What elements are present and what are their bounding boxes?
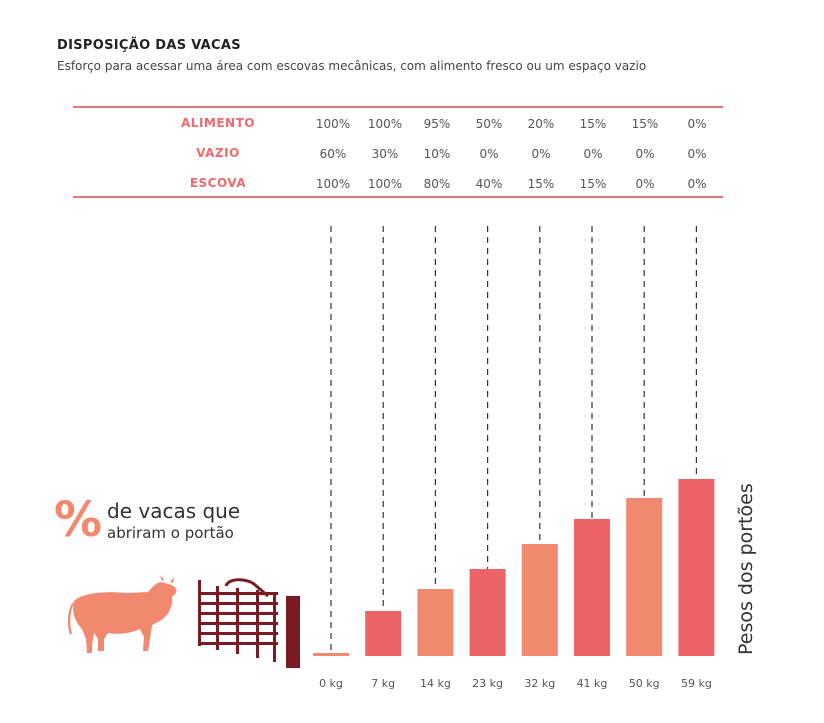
table-cell: 30% bbox=[371, 147, 399, 161]
table-cell: 15% bbox=[579, 177, 607, 191]
x-tick-label: 50 kg bbox=[629, 677, 660, 690]
table-cell: 100% bbox=[367, 177, 403, 191]
table-cell: 0% bbox=[531, 147, 551, 161]
x-tick-label: 0 kg bbox=[319, 677, 343, 690]
chart-subtitle: Esforço para acessar uma área com escova… bbox=[57, 59, 647, 73]
table-cell: 10% bbox=[423, 147, 451, 161]
bar bbox=[313, 653, 349, 656]
bar bbox=[365, 611, 402, 656]
table-cell: 0% bbox=[583, 147, 603, 161]
table-cell: 0% bbox=[635, 177, 655, 191]
gate-icon bbox=[198, 578, 300, 668]
cow-icon bbox=[67, 575, 177, 653]
table-cell: 50% bbox=[475, 117, 503, 131]
bar bbox=[574, 519, 610, 656]
table-cell: 80% bbox=[423, 177, 451, 191]
bar bbox=[678, 479, 715, 656]
bar bbox=[469, 569, 506, 656]
table-cell: 15% bbox=[631, 117, 659, 131]
row-label-alimento: ALIMENTO bbox=[181, 116, 255, 130]
table-cell: 100% bbox=[315, 177, 351, 191]
table-cell: 0% bbox=[635, 147, 655, 161]
bar bbox=[417, 589, 454, 656]
bar bbox=[626, 498, 663, 656]
table-cell: 0% bbox=[479, 147, 499, 161]
x-tick-label: 14 kg bbox=[420, 677, 451, 690]
table-cell: 20% bbox=[527, 117, 555, 131]
x-tick-label: 7 kg bbox=[371, 677, 395, 690]
row-label-escova: ESCOVA bbox=[189, 176, 247, 190]
table-cell: 100% bbox=[367, 117, 403, 131]
y-axis-title: Pesos dos portões bbox=[735, 483, 757, 655]
table-cell: 0% bbox=[687, 117, 707, 131]
table-bottom-rule bbox=[73, 196, 723, 198]
table-cell: 95% bbox=[423, 117, 451, 131]
chart-title: DISPOSIÇÃO DAS VACAS bbox=[57, 38, 241, 53]
table-cell: 40% bbox=[475, 177, 503, 191]
legend-line-2: abriram o portão bbox=[107, 524, 234, 542]
x-tick-label: 41 kg bbox=[577, 677, 608, 690]
table-cell: 0% bbox=[687, 177, 707, 191]
x-tick-label: 23 kg bbox=[472, 677, 503, 690]
table-cell: 60% bbox=[319, 147, 347, 161]
table-cell: 15% bbox=[527, 177, 555, 191]
table-cell: 100% bbox=[315, 117, 351, 131]
bar bbox=[521, 544, 558, 656]
x-tick-label: 32 kg bbox=[524, 677, 555, 690]
x-tick-label: 59 kg bbox=[681, 677, 712, 690]
table-cell: 0% bbox=[687, 147, 707, 161]
legend-line-1: de vacas que bbox=[107, 499, 241, 523]
row-label-vazio: VAZIO bbox=[196, 146, 240, 160]
percent-symbol: % bbox=[54, 492, 103, 548]
table-top-rule bbox=[73, 106, 723, 108]
table-cell: 15% bbox=[579, 117, 607, 131]
